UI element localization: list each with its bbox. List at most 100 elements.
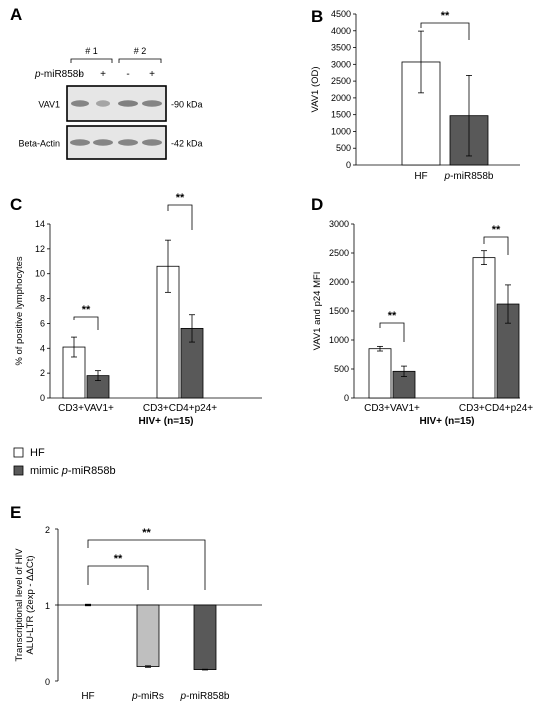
chart-e-category-label-3-rest: -miR858b: [186, 691, 230, 702]
blot-lane-sign-3: -: [126, 69, 129, 80]
chart-b-y-tick-label-7: 3500: [331, 43, 351, 53]
chart-c-y-tick-label-2: 4: [40, 343, 45, 353]
chart-b-category-label-2-rest: -miR858b: [450, 171, 494, 182]
chart-d-y-tick-label-6: 3000: [329, 219, 349, 229]
chart-e-y-axis-label-line-1: Transcriptional level of HIV: [14, 548, 25, 662]
chart-e-significance-2-label: **: [142, 527, 151, 539]
chart-c-y-tick-label-0: 0: [40, 393, 45, 403]
chart-b-y-tick-label-8: 4000: [331, 26, 351, 36]
blot-group-label-2: # 2: [134, 46, 147, 56]
chart-b-category-label-2-italic: p: [444, 171, 451, 182]
chart-d-y-tick-label-2: 1000: [329, 335, 349, 345]
chart-d-significance-1: [379, 322, 405, 342]
chart-e-category-label-3-italic: p: [180, 691, 187, 702]
chart-c-y-axis-label: % of positive lymphocytes: [14, 256, 25, 366]
chart-d-y-tick-label-0: 0: [344, 393, 349, 403]
legend-swatch-hf: [13, 447, 24, 458]
chart-e-bar-2: [136, 604, 160, 667]
chart-e-y-tick-label-2: 2: [45, 525, 50, 535]
chart-c-significance-2-label: **: [176, 192, 185, 204]
blot-group-label-1: # 1: [85, 46, 98, 56]
chart-c-x-axis-label: HIV+ (n=15): [138, 416, 193, 427]
chart-d-y-tick-label-4: 2000: [329, 277, 349, 287]
chart-e-category-label-2-italic: p: [131, 691, 138, 702]
blot-band-2-2: [93, 139, 113, 146]
blot-lane-sign-2: +: [100, 69, 106, 80]
chart-b-y-tick-label-3: 1500: [331, 110, 351, 120]
chart-c-y-tick-label-3: 6: [40, 318, 45, 328]
chart-c-significance-1: [73, 316, 99, 330]
blot-protein-label-2: Beta-Actin: [18, 139, 60, 149]
chart-c-y-tick-label-7: 14: [35, 219, 45, 229]
blot-protein-label-1: VAV1: [38, 100, 60, 110]
chart-d-significance-1-label: **: [388, 310, 397, 322]
chart-e-category-label-2-rest: -miRs: [138, 691, 164, 702]
chart-d-y-tick-label-3: 1500: [329, 306, 349, 316]
chart-e-significance-2: [87, 539, 206, 590]
blot-band-1-4: [142, 100, 162, 107]
legend-label-mimic: mimic p-miR858b: [30, 465, 116, 477]
chart-e-y-axis-label-line-2: ALU-LTR (2exp - ΔΔCt): [25, 555, 36, 654]
chart-c-y-tick-label-1: 2: [40, 368, 45, 378]
chart-d-y-tick-label-1: 500: [334, 364, 349, 374]
panel-label-c: C: [10, 195, 22, 214]
chart-d-y-tick-label-5: 2500: [329, 248, 349, 258]
blot-treatment-label-rest: -miR858b: [41, 69, 85, 80]
chart-b-y-tick-label-6: 3000: [331, 59, 351, 69]
blot-lane-sign-4: +: [149, 69, 155, 80]
blot-group-bracket-2: [118, 58, 162, 63]
panel-label-d: D: [311, 195, 323, 214]
legend-label-hf: HF: [30, 447, 45, 459]
chart-e-significance-1-label: **: [114, 553, 123, 565]
legend-label-mimic-prefix: mimic: [30, 465, 62, 477]
blot-band-1-2: [96, 100, 110, 107]
chart-d-y-axis-label: VAV1 and p24 MFI: [312, 272, 323, 351]
blot-band-2-3: [118, 139, 138, 146]
chart-c-significance-1-label: **: [82, 304, 91, 316]
chart-e-significance-1: [87, 565, 149, 590]
chart-b-y-tick-label-1: 500: [336, 143, 351, 153]
chart-b-y-tick-label-0: 0: [346, 160, 351, 170]
blot-size-label-2: -42 kDa: [171, 139, 203, 149]
blot-group-bracket-1: [70, 58, 113, 63]
chart-b-significance-label: **: [441, 10, 450, 22]
blot-band-1-1: [71, 100, 89, 107]
chart-c-category-label-2: CD3+CD4+p24+: [143, 403, 217, 414]
panel-label-b: B: [311, 7, 323, 26]
chart-e-category-label-2: p-miRs: [131, 691, 164, 702]
legend-swatch-mimic: [13, 465, 24, 476]
chart-b-y-tick-label-5: 2500: [331, 76, 351, 86]
blot-treatment-label: p-miR858b: [34, 69, 84, 80]
chart-b-y-tick-label-9: 4500: [331, 9, 351, 19]
chart-c-y-tick-label-6: 12: [35, 244, 45, 254]
chart-d-x-axis-label: HIV+ (n=15): [419, 416, 474, 427]
chart-e-category-label-1-rest: HF: [81, 691, 94, 702]
chart-c-significance-2: [167, 204, 193, 230]
panel-label-e: E: [10, 503, 21, 522]
chart-b-y-tick-label-4: 2000: [331, 93, 351, 103]
chart-c-y-tick-label-4: 8: [40, 294, 45, 304]
chart-d-category-label-2: CD3+CD4+p24+: [459, 403, 533, 414]
chart-b-category-label-1: HF: [414, 171, 427, 182]
chart-c-y-tick-label-5: 10: [35, 269, 45, 279]
chart-b-significance: [420, 22, 470, 40]
chart-e-y-tick-label-1: 1: [45, 601, 50, 611]
panel-label-a: A: [10, 5, 22, 24]
blot-lane-sign-1: -: [78, 69, 81, 80]
blot-band-2-4: [142, 139, 162, 146]
chart-b-y-axis-label: VAV1 (OD): [310, 66, 321, 112]
chart-d-category-label-1: CD3+VAV1+: [364, 403, 420, 414]
legend-label-mimic-italic: p: [61, 465, 68, 477]
chart-d-bar-hf-2: [472, 257, 496, 399]
chart-b-category-label-2: p-miR858b: [444, 171, 494, 182]
chart-c-category-label-1: CD3+VAV1+: [58, 403, 114, 414]
chart-d-bar-hf-1: [368, 348, 392, 399]
legend-label-mimic-rest: -miR858b: [68, 465, 116, 477]
chart-e-y-tick-label-0: 0: [45, 677, 50, 687]
blot-treatment-label-italic: p: [34, 69, 41, 80]
chart-e-category-label-1: HF: [81, 691, 94, 702]
blot-band-1-3: [118, 100, 138, 107]
chart-d-significance-2: [483, 236, 509, 255]
blot-size-label-1: -90 kDa: [171, 100, 203, 110]
